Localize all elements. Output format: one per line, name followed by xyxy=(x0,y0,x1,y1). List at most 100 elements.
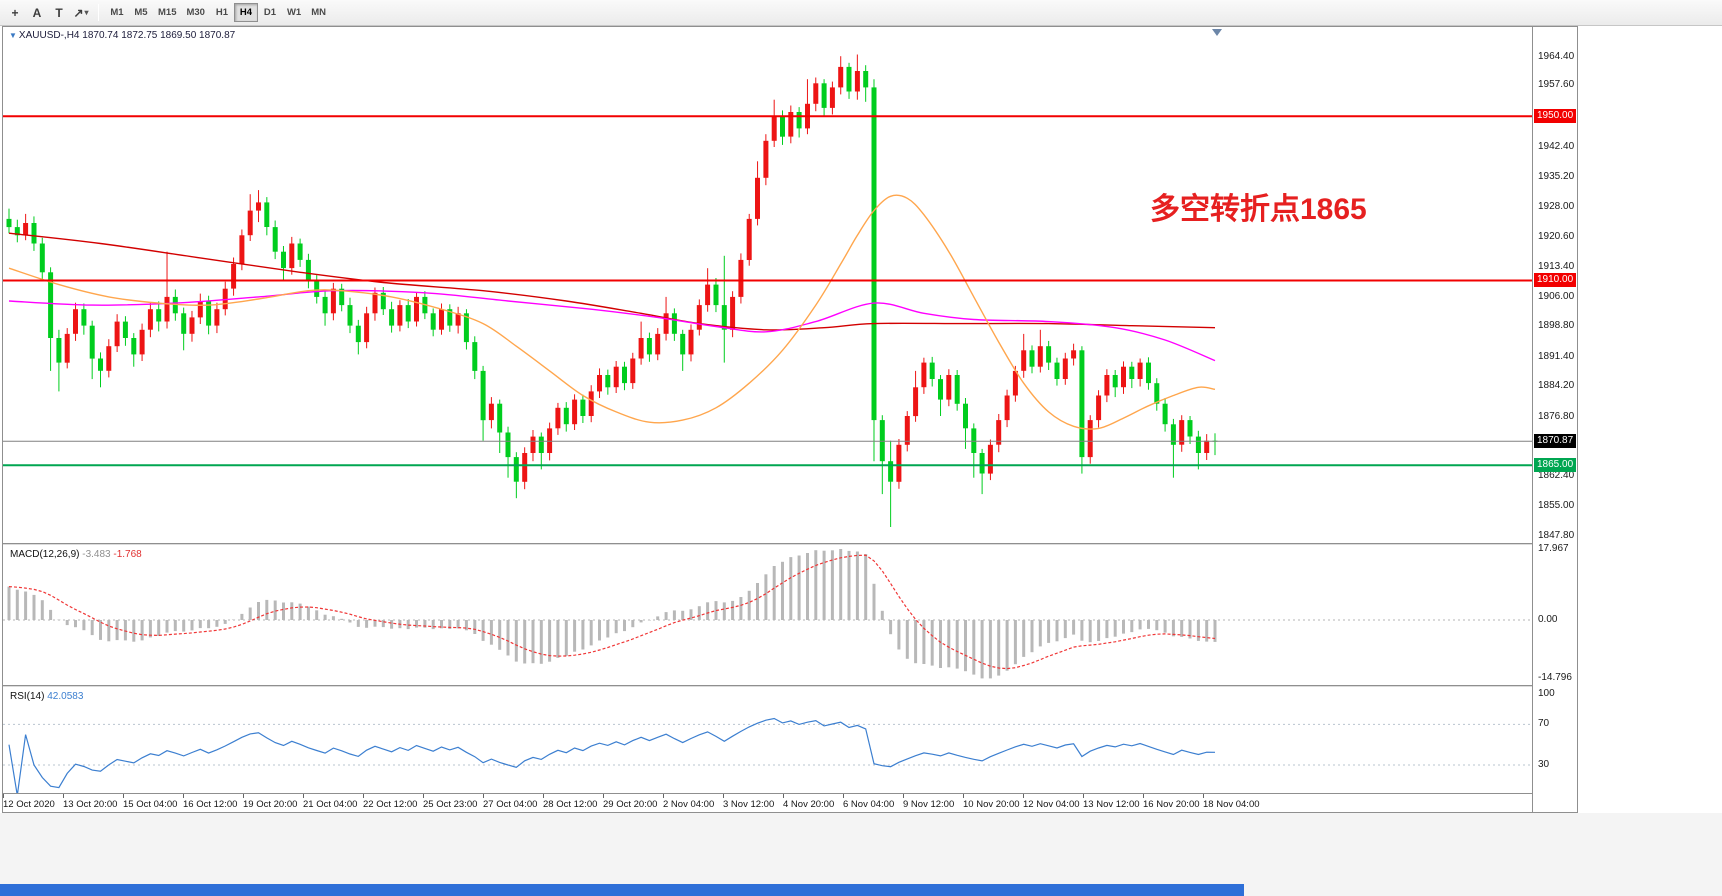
panel-separator[interactable] xyxy=(3,543,1576,545)
rsi-name: RSI(14) xyxy=(10,691,45,702)
time-tick xyxy=(3,794,4,798)
price-tick: 1855.00 xyxy=(1538,500,1575,511)
text-label-tool-icon[interactable]: T xyxy=(48,3,70,23)
time-tick xyxy=(603,794,604,798)
macd-axis-tick: 0.00 xyxy=(1538,614,1558,625)
price-tick: 1913.40 xyxy=(1538,261,1575,272)
time-label: 12 Oct 2020 xyxy=(3,799,55,810)
price-tick: 1957.60 xyxy=(1538,79,1575,90)
time-tick xyxy=(243,794,244,798)
text-tool-icon: A xyxy=(32,5,42,20)
price-tick: 1964.40 xyxy=(1538,51,1575,62)
time-tick xyxy=(543,794,544,798)
time-label: 18 Nov 04:00 xyxy=(1203,799,1260,810)
macd-panel[interactable] xyxy=(3,545,1532,685)
time-label: 13 Nov 12:00 xyxy=(1083,799,1140,810)
rsi-axis-tick: 30 xyxy=(1538,759,1550,770)
rsi-axis-tick: 70 xyxy=(1538,718,1550,729)
line-studies-toolbar: + A T ↗ ▾ xyxy=(4,3,92,23)
main-chart[interactable] xyxy=(3,27,1532,543)
price-tick: 1898.80 xyxy=(1538,320,1575,331)
time-label: 12 Nov 04:00 xyxy=(1023,799,1080,810)
price-label-box: 1870.87 xyxy=(1534,434,1577,448)
time-label: 21 Oct 04:00 xyxy=(303,799,358,810)
rsi-value: 42.0583 xyxy=(47,691,84,702)
time-tick xyxy=(1143,794,1144,798)
price-tick: 1906.00 xyxy=(1538,291,1575,302)
time-label: 9 Nov 12:00 xyxy=(903,799,955,810)
desktop-area xyxy=(0,813,1722,896)
price-label-box: 1910.00 xyxy=(1534,273,1577,287)
timeframe-button-M30[interactable]: M30 xyxy=(186,7,205,18)
taskbar-strip[interactable] xyxy=(0,884,1244,896)
time-label: 27 Oct 04:00 xyxy=(483,799,538,810)
price-tick: 1862.40 xyxy=(1538,470,1575,481)
time-tick xyxy=(63,794,64,798)
price-axis[interactable]: 1964.40 1957.60 1942.40 1935.20 1928.00 1920.… xyxy=(1532,27,1578,812)
time-label: 15 Oct 04:00 xyxy=(123,799,178,810)
time-axis[interactable]: 12 Oct 2020 13 Oct 20:00 15 Oct 04:00 16 Oc… xyxy=(3,793,1532,812)
text-label-tool-icon: T xyxy=(55,5,63,20)
timeframe-button-W1[interactable]: W1 xyxy=(286,7,302,18)
arrows-tool-icon[interactable]: ↗ ▾ xyxy=(70,3,92,23)
crosshair-icon: + xyxy=(11,5,19,20)
macd-histogram xyxy=(7,549,1217,679)
timeframe-button-D1[interactable]: D1 xyxy=(263,7,277,18)
timeframe-button-M15[interactable]: M15 xyxy=(158,7,177,18)
time-label: 10 Nov 20:00 xyxy=(963,799,1020,810)
time-label: 13 Oct 20:00 xyxy=(63,799,118,810)
time-tick xyxy=(123,794,124,798)
chart-shift-icon[interactable] xyxy=(1212,29,1222,36)
time-label: 16 Oct 12:00 xyxy=(183,799,238,810)
dropdown-caret-icon: ▾ xyxy=(84,8,89,17)
time-label: 2 Nov 04:00 xyxy=(663,799,715,810)
time-tick xyxy=(663,794,664,798)
rsi-panel[interactable] xyxy=(3,687,1532,793)
candles xyxy=(6,54,1218,527)
time-label: 3 Nov 12:00 xyxy=(723,799,775,810)
macd-signal-line xyxy=(8,554,1216,670)
ma-mid-magenta xyxy=(8,289,1216,362)
timeframe-toolbar: M1 M5 M15 M30 H1 H4 D1 W1 MN xyxy=(105,3,331,22)
crosshair-icon[interactable]: + xyxy=(4,3,26,23)
time-label: 22 Oct 12:00 xyxy=(363,799,418,810)
panel-separator[interactable] xyxy=(3,685,1576,687)
arrows-tool-icon: ↗ xyxy=(73,5,84,20)
macd-axis-tick: -14.796 xyxy=(1538,672,1572,683)
symbol-collapse-icon[interactable]: ▼ xyxy=(9,31,17,40)
timeframe-button-MN[interactable]: MN xyxy=(311,7,326,18)
time-tick xyxy=(843,794,844,798)
price-tick: 1876.80 xyxy=(1538,411,1575,422)
timeframe-button-H4[interactable]: H4 xyxy=(233,3,258,22)
time-label: 29 Oct 20:00 xyxy=(603,799,658,810)
time-tick xyxy=(483,794,484,798)
price-tick: 1847.80 xyxy=(1538,530,1575,541)
symbol-ohlc-text: XAUUSD-,H4 1870.74 1872.75 1869.50 1870.… xyxy=(18,30,236,41)
price-tick: 1891.40 xyxy=(1538,351,1575,362)
text-tool-icon[interactable]: A xyxy=(26,3,48,23)
time-tick xyxy=(303,794,304,798)
price-tick: 1884.20 xyxy=(1538,380,1575,391)
macd-value-main: -3.483 xyxy=(82,549,111,560)
time-label: 19 Oct 20:00 xyxy=(243,799,298,810)
macd-name: MACD(12,26,9) xyxy=(10,549,80,560)
price-label-box: 1865.00 xyxy=(1534,458,1577,472)
time-tick xyxy=(1023,794,1024,798)
time-tick xyxy=(1203,794,1204,798)
toolbar-separator xyxy=(98,4,99,21)
time-tick xyxy=(363,794,364,798)
macd-axis-tick: 17.967 xyxy=(1538,543,1569,554)
macd-label: MACD(12,26,9) -3.483 -1.768 xyxy=(10,549,142,560)
price-tick: 1928.00 xyxy=(1538,201,1575,212)
price-tick: 1942.40 xyxy=(1538,141,1575,152)
price-label-box: 1950.00 xyxy=(1534,109,1577,123)
time-tick xyxy=(783,794,784,798)
time-label: 16 Nov 20:00 xyxy=(1143,799,1200,810)
time-label: 6 Nov 04:00 xyxy=(843,799,895,810)
timeframe-button-H1[interactable]: H1 xyxy=(215,7,229,18)
symbol-ohlc-info: ▼ XAUUSD-,H4 1870.74 1872.75 1869.50 1870… xyxy=(9,30,235,41)
rsi-axis-tick: 100 xyxy=(1538,688,1555,699)
timeframe-button-M5[interactable]: M5 xyxy=(134,7,148,18)
timeframe-button-M1[interactable]: M1 xyxy=(110,7,124,18)
chart-annotation: 多空转折点1865 xyxy=(1150,193,1367,226)
